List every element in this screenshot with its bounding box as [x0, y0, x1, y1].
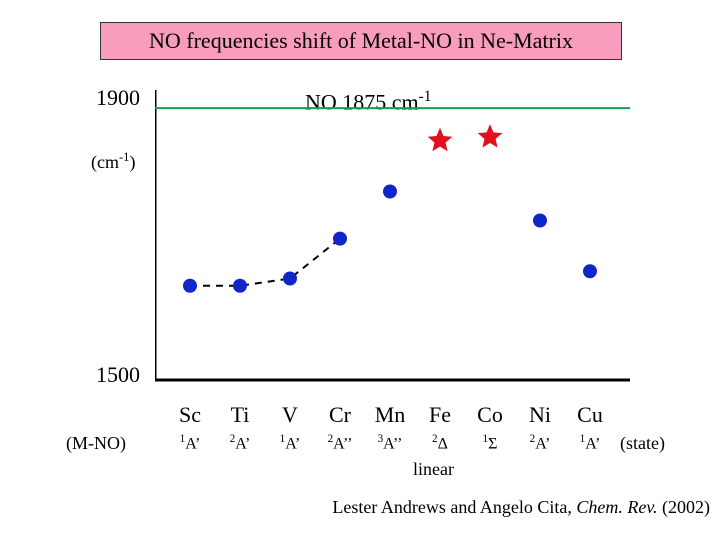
x-label: Sc — [179, 402, 201, 428]
state-row: (M-NO) 1A’ 2A’ 1A’ 2A’’ 3A’’ 2Δ 1Σ 2A’ 1A’ (state… — [66, 433, 706, 459]
x-label: Fe — [429, 402, 451, 428]
y-label-bottom: 1500 — [96, 362, 140, 388]
x-label: Cu — [577, 402, 603, 428]
x-label: Cr — [329, 402, 351, 428]
y-axis-unit: (cm-1) — [91, 150, 135, 173]
chart-area — [155, 90, 630, 380]
x-label: Ni — [529, 402, 551, 428]
state-label: 1A’ — [180, 433, 201, 453]
state-row-leader: (M-NO) — [66, 433, 126, 454]
state-label: 3A’’ — [378, 433, 403, 453]
state-label: 1Σ — [483, 433, 498, 453]
state-label: 2A’ — [230, 433, 251, 453]
state-label: 2Δ — [432, 433, 448, 453]
state-row-trail: (state) — [620, 433, 665, 454]
chart-svg — [155, 90, 630, 390]
x-label: Ti — [231, 402, 250, 428]
state-label: 2A’’ — [328, 433, 353, 453]
y-label-top: 1900 — [96, 85, 140, 111]
state-label: 2A’ — [530, 433, 551, 453]
x-label: Mn — [375, 402, 406, 428]
title-box: NO frequencies shift of Metal-NO in Ne-M… — [100, 22, 622, 60]
linear-label: linear — [413, 459, 454, 480]
citation: Lester Andrews and Angelo Cita, Chem. Re… — [250, 497, 710, 518]
state-label: 1A’ — [280, 433, 301, 453]
chart-title: NO frequencies shift of Metal-NO in Ne-M… — [149, 28, 573, 54]
state-label: 1A’ — [580, 433, 601, 453]
x-label: Co — [477, 402, 503, 428]
x-label: V — [282, 402, 298, 428]
x-category-labels: Sc Ti V Cr Mn Fe Co Ni Cu — [155, 402, 655, 432]
